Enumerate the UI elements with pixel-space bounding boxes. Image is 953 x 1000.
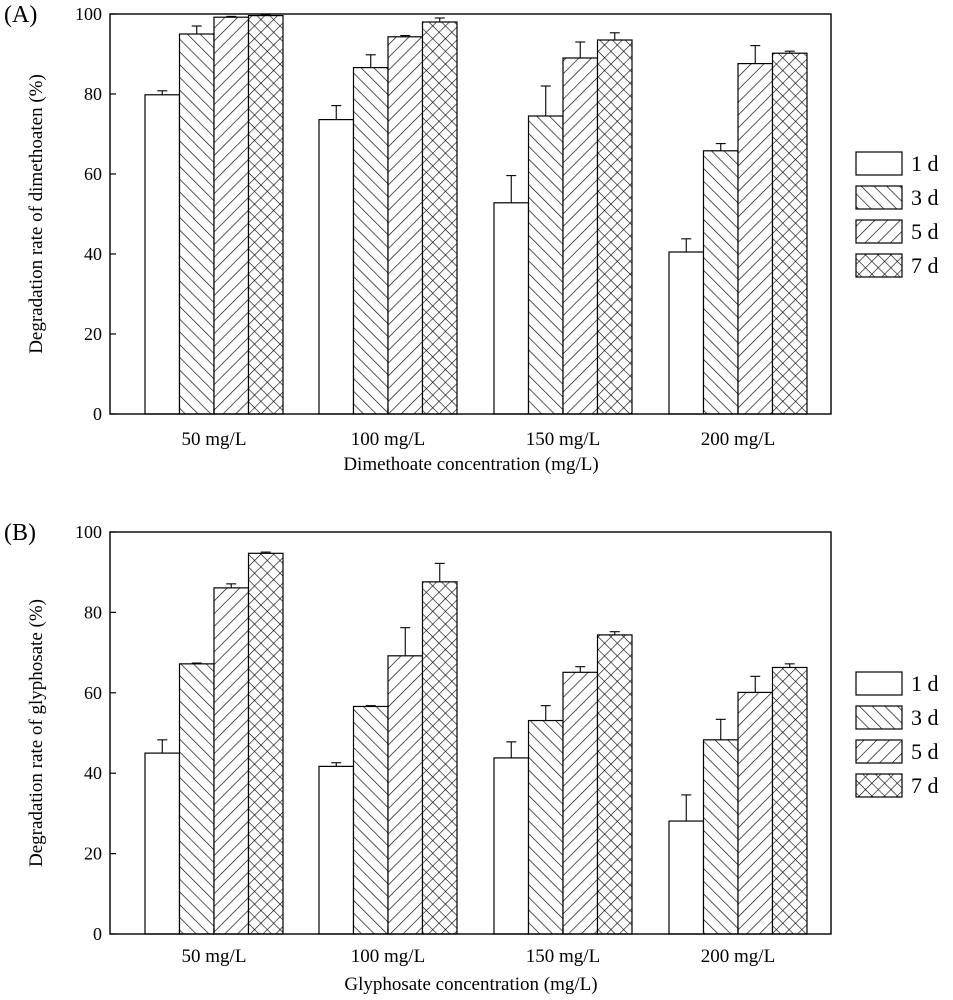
bar-a-1d-200 [669, 252, 704, 414]
y-tick-label-a-20: 20 [84, 324, 102, 344]
bar-a-3d-100 [354, 68, 389, 414]
y-tick-label-a-0: 0 [93, 404, 102, 424]
bar-a-7d-200 [773, 53, 808, 414]
x-tick-label-b-150: 150 mg/L [526, 946, 600, 967]
y-tick-label-b-60: 60 [84, 683, 102, 703]
legend-a: 1 d 3 d 5 d 7 d [856, 151, 939, 278]
legend-b: 1 d 3 d 5 d 7 d [856, 671, 939, 798]
bar-b-7d-50 [249, 553, 284, 934]
bar-a-1d-100 [319, 120, 354, 414]
bar-b-7d-200 [773, 667, 808, 934]
bar-a-1d-150 [494, 203, 529, 414]
x-tick-label-a-200: 200 mg/L [701, 429, 775, 450]
legend-swatch-a-3d [856, 186, 902, 209]
x-tick-label-b-200: 200 mg/L [701, 946, 775, 967]
bar-b-1d-100 [319, 766, 354, 934]
y-tick-label-a-60: 60 [84, 164, 102, 184]
legend-swatch-a-1d [856, 152, 902, 175]
bar-a-5d-150 [563, 58, 598, 414]
x-tick-label-a-50: 50 mg/L [182, 429, 247, 450]
bar-a-3d-50 [180, 34, 215, 414]
legend-label-a-5d: 5 d [911, 219, 939, 244]
legend-swatch-b-7d [856, 774, 902, 797]
bar-b-7d-100 [423, 582, 458, 934]
bar-a-7d-150 [598, 40, 633, 414]
x-tick-label-b-50: 50 mg/L [182, 946, 247, 967]
x-axis-title-a: Dimethoate concentration (mg/L) [343, 454, 598, 475]
legend-label-b-5d: 5 d [911, 739, 939, 764]
bar-a-5d-200 [738, 64, 773, 414]
legend-label-b-3d: 3 d [911, 705, 939, 730]
legend-label-b-1d: 1 d [911, 671, 939, 696]
legend-item-a-3d: 3 d [856, 185, 939, 210]
legend-label-a-7d: 7 d [911, 253, 939, 278]
bar-b-5d-200 [738, 692, 773, 934]
legend-swatch-b-5d [856, 740, 902, 763]
legend-swatch-b-1d [856, 672, 902, 695]
legend-item-b-5d: 5 d [856, 739, 939, 764]
bar-b-5d-100 [388, 656, 423, 934]
legend-item-b-7d: 7 d [856, 773, 939, 798]
panel-a-marks: 0 20 40 60 80 100 50 mg/L 100 mg/L 150 mg/L 200 m… [75, 4, 807, 450]
bar-a-5d-50 [214, 17, 249, 414]
bar-b-1d-200 [669, 821, 704, 934]
panel-b-marks: 0 20 40 60 80 100 50 mg/L 100 mg/L 150 mg/L 200 m… [75, 522, 807, 967]
legend-label-b-7d: 7 d [911, 773, 939, 798]
x-tick-label-b-100: 100 mg/L [351, 946, 425, 967]
legend-label-a-1d: 1 d [911, 151, 939, 176]
bar-a-3d-200 [704, 151, 739, 414]
bar-a-7d-100 [423, 22, 458, 414]
bar-b-3d-200 [704, 740, 739, 934]
bar-b-3d-50 [180, 664, 215, 934]
bar-a-5d-100 [388, 37, 423, 414]
y-tick-label-b-20: 20 [84, 844, 102, 864]
chart-panel-b: (B) 0 20 40 60 80 100 50 mg/L 100 mg/L 150 mg/L 2… [4, 520, 939, 995]
panel-label-a: (A) [4, 2, 37, 28]
y-axis-title-b: Degradation rate of glyphosate (%) [26, 599, 47, 867]
legend-item-a-1d: 1 d [856, 151, 939, 176]
bar-b-5d-50 [214, 588, 249, 934]
bar-b-7d-150 [598, 635, 633, 934]
bar-a-7d-50 [249, 16, 284, 414]
panel-label-b: (B) [4, 520, 36, 546]
y-tick-label-a-80: 80 [84, 84, 102, 104]
legend-item-b-1d: 1 d [856, 671, 939, 696]
legend-swatch-a-7d [856, 254, 902, 277]
y-axis-title-a: Degradation rate of dimethoaten (%) [26, 74, 47, 354]
bar-b-1d-150 [494, 758, 529, 934]
legend-swatch-a-5d [856, 220, 902, 243]
bar-b-3d-100 [354, 706, 389, 934]
chart-panel-a: (A) 0 20 40 60 80 100 50 mg/L 100 mg/L 150 mg/L 2… [4, 2, 939, 475]
y-tick-label-b-40: 40 [84, 763, 102, 783]
legend-item-b-3d: 3 d [856, 705, 939, 730]
bar-b-1d-50 [145, 753, 180, 934]
legend-label-a-3d: 3 d [911, 185, 939, 210]
bar-a-3d-150 [529, 116, 564, 414]
x-tick-label-a-150: 150 mg/L [526, 429, 600, 450]
legend-item-a-7d: 7 d [856, 253, 939, 278]
y-tick-label-a-40: 40 [84, 244, 102, 264]
y-tick-label-b-100: 100 [75, 522, 102, 542]
x-axis-title-b: Glyphosate concentration (mg/L) [344, 974, 597, 995]
legend-item-a-5d: 5 d [856, 219, 939, 244]
legend-swatch-b-3d [856, 706, 902, 729]
bar-b-5d-150 [563, 672, 598, 934]
y-tick-label-b-0: 0 [93, 924, 102, 944]
bar-b-3d-150 [529, 721, 564, 934]
y-tick-label-b-80: 80 [84, 602, 102, 622]
x-tick-label-a-100: 100 mg/L [351, 429, 425, 450]
y-tick-label-a-100: 100 [75, 4, 102, 24]
bar-a-1d-50 [145, 95, 180, 414]
